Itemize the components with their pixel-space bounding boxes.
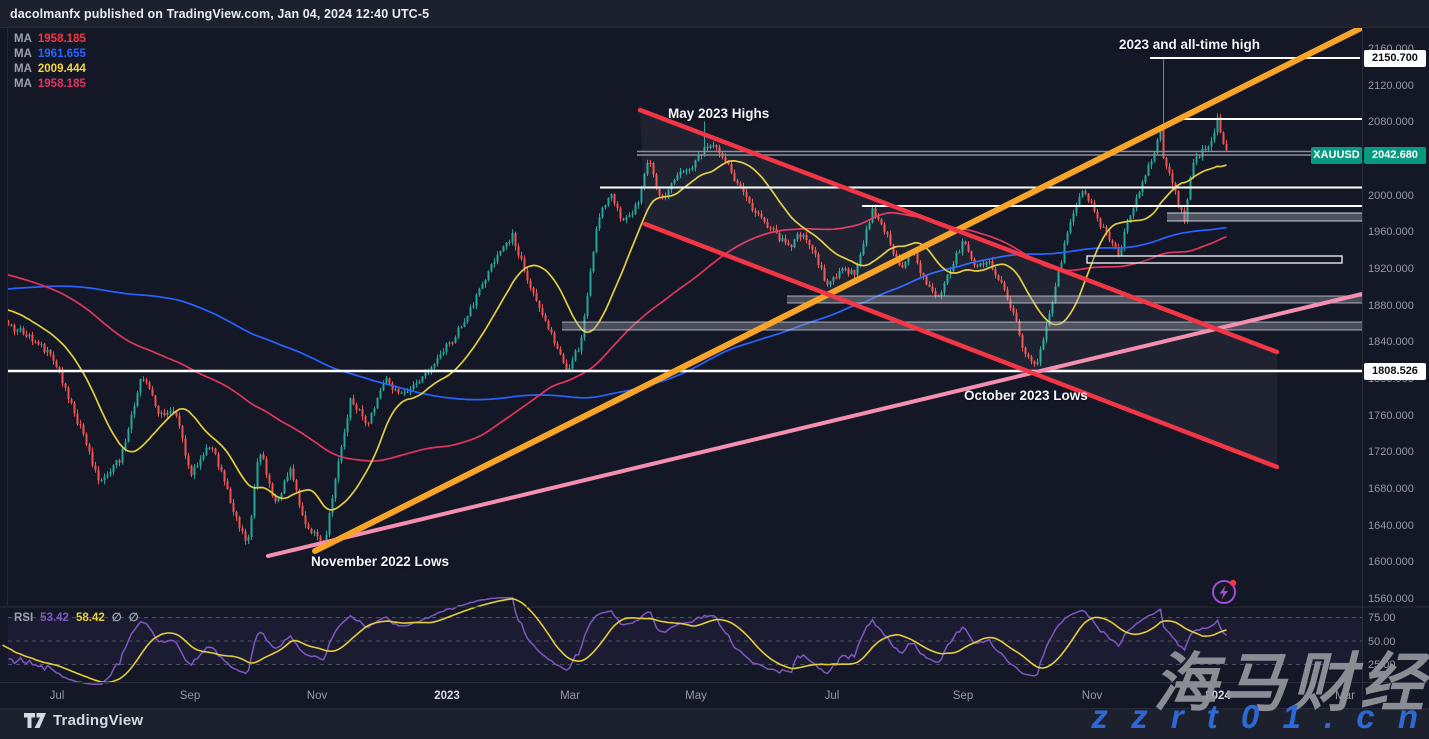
flash-idea-icon[interactable] [1208,574,1242,608]
rsi-pane[interactable] [2,597,1363,685]
annotation-ath[interactable]: 2023 and all-time high [1119,37,1261,52]
rsi-ma-value: 58.42 [75,612,105,624]
annotation-oct-lows[interactable]: October 2023 Lows [964,388,1088,403]
rsi-empty-1: ∅ [111,612,122,624]
ma-label: MA [14,33,32,45]
price-axis-label: 1960.000 [1368,226,1414,238]
tradingview-logo[interactable]: TradingView [24,712,143,729]
ma-value: 2009.444 [37,63,86,75]
rsi-legend[interactable]: RSI 53.42 58.42 ∅ ∅ [14,610,146,624]
ma-legend-row-3[interactable]: MA 2009.444 [14,63,86,75]
plot-layer[interactable] [3,27,1364,558]
price-axis-label: 1600.000 [1368,556,1414,568]
price-axis-label: 1720.000 [1368,446,1414,458]
tradingview-mark-icon [24,713,46,728]
watermark-cn: 海马财经 [1153,647,1429,719]
price-axis-label: 1560.000 [1368,593,1414,605]
red-channel-fill [640,110,1277,467]
time-axis-label: Sep [180,690,200,702]
ma-value: 1958.185 [37,33,86,45]
rsi-axis-label: 50.00 [1368,636,1396,648]
annotation-nov-lows[interactable]: November 2022 Lows [311,554,450,569]
ma-label: MA [14,48,32,60]
time-axis-label: Nov [1082,690,1103,702]
ma-label: MA [14,78,32,90]
rsi-line [8,597,1227,685]
symbol-badge: XAUUSD [1311,147,1362,164]
price-axis-label: 1920.000 [1368,263,1414,275]
rsi-ma-line [2,597,1227,684]
watermark-url: z z r t 0 1 . c n [1091,698,1425,735]
ma-label: MA [14,63,32,75]
orange-uptrend-line[interactable] [312,27,1363,554]
pink-uptrend-line[interactable] [266,292,1363,558]
price-axis-label: 1880.000 [1368,300,1414,312]
ma-legend-row-2[interactable]: MA 1961.655 [14,48,86,60]
rsi-label: RSI [14,612,34,624]
time-axis-label: Mar [560,690,580,702]
ma-legend-row-1[interactable]: MA 1958.185 [14,33,86,45]
price-axis-label: 1680.000 [1368,483,1414,495]
ma-legend-row-4[interactable]: MA 1958.185 [14,78,86,90]
rsi-value: 53.42 [40,612,69,624]
ma-line-yellow [7,160,1227,511]
time-axis-label: Mar [1335,690,1355,702]
zone-1885[interactable] [787,296,1362,303]
rsi-axis-label: 75.00 [1368,612,1396,624]
red-channel-lower[interactable] [642,221,1280,470]
time-axis-label: Jul [50,690,65,702]
time-axis[interactable]: Jul Sep Nov 2023 Mar May Jul Sep Nov 2024 Mar [50,690,1355,702]
time-axis-label: Jul [825,690,840,702]
rsi-axis-label: 25.00 [1368,659,1396,671]
ath-price-badge: 2150.700 [1364,50,1426,67]
price-axis[interactable]: 2160.0002120.0002080.0002040.0002000.000… [1368,43,1414,671]
red-channel-upper[interactable] [637,107,1280,355]
rsi-empty-2: ∅ [128,612,139,624]
demand-rect-1930[interactable] [1086,255,1343,264]
supply-zone-1972[interactable] [1167,213,1362,221]
ma-value: 1958.185 [37,78,86,90]
time-axis-label: May [685,690,707,702]
time-axis-label: 2023 [434,690,460,702]
time-axis-label: Sep [953,690,973,702]
price-axis-label: 2120.000 [1368,80,1414,92]
last-price-badge: 2042.680 [1364,147,1426,164]
bottom-strip [0,708,1429,739]
price-axis-label: 2000.000 [1368,190,1414,202]
price-axis-label: 2080.000 [1368,116,1414,128]
price-axis-label: 1840.000 [1368,336,1414,348]
lightning-bolt-icon [1219,585,1228,600]
tradingview-wordmark: TradingView [53,712,144,729]
notification-dot [1229,579,1237,587]
time-axis-label: Nov [307,690,328,702]
price-axis-label: 1640.000 [1368,520,1414,532]
support-price-badge: 1808.526 [1364,363,1426,380]
ma-line-crimson [7,211,1227,462]
price-axis-label: 1760.000 [1368,410,1414,422]
publish-attribution: dacolmanfx published on TradingView.com,… [10,7,430,21]
flash-circle [1212,580,1236,604]
top-strip [0,0,1429,28]
zone-1858[interactable] [562,322,1362,330]
annotation-may-highs[interactable]: May 2023 Highs [668,106,770,121]
time-axis-label: 2024 [1205,690,1231,702]
ma-value: 1961.655 [37,48,86,60]
